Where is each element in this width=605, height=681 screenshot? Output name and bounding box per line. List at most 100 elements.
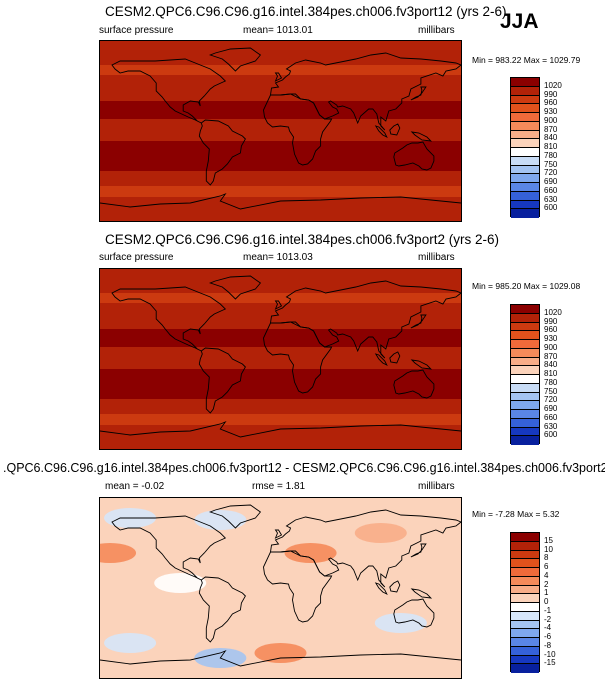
pressure-band	[100, 303, 461, 329]
panel-3-rmse: rmse = 1.81	[252, 481, 306, 492]
difference-patch	[100, 543, 137, 563]
colorbar-segment	[511, 348, 539, 358]
colorbar-tick-label: 960	[544, 98, 558, 108]
colorbar-tick-label: 870	[544, 351, 558, 361]
colorbar-segment	[511, 86, 539, 96]
difference-patch	[354, 523, 407, 543]
coastline	[274, 300, 283, 310]
colorbar-segment	[511, 139, 539, 148]
season-label: JJA	[500, 10, 539, 33]
colorbar-segment	[511, 655, 539, 665]
colorbar-tick-label: 600	[544, 430, 558, 440]
coastline	[274, 529, 283, 539]
colorbar-tick-label: 900	[544, 115, 558, 125]
panel-3-colorbar	[510, 532, 540, 673]
coastline	[269, 280, 461, 359]
colorbar-tick-label: 720	[544, 168, 558, 178]
colorbar-tick-label: 600	[544, 203, 558, 213]
coastline	[274, 72, 283, 82]
coastline	[208, 275, 262, 300]
pressure-band	[100, 293, 461, 303]
pressure-band	[100, 329, 461, 347]
panel-2-variable: surface pressure	[99, 252, 174, 263]
colorbar-tick-label: 960	[544, 325, 558, 335]
colorbar-tick-label: 10	[544, 544, 553, 554]
colorbar-segment	[511, 533, 539, 542]
colorbar-segment	[511, 383, 539, 393]
panel-3-minmax: Min = -7.28 Max = 5.32	[472, 509, 560, 519]
colorbar-segment	[511, 401, 539, 410]
colorbar-tick-label: 750	[544, 159, 558, 169]
colorbar-tick-label: 930	[544, 334, 558, 343]
panel-3-map	[99, 497, 462, 679]
colorbar-segment	[511, 603, 539, 612]
pressure-band	[100, 347, 461, 369]
colorbar-segment	[511, 322, 539, 332]
colorbar-tick-label: 8	[544, 553, 549, 563]
colorbar-segment	[511, 113, 539, 122]
pressure-band	[100, 171, 461, 186]
colorbar-segment	[511, 340, 539, 349]
colorbar-tick-label: 2	[544, 579, 549, 589]
colorbar-segment	[511, 366, 539, 375]
colorbar-tick-label: 1	[544, 588, 549, 598]
colorbar-segment	[511, 130, 539, 140]
panel-1-map	[99, 40, 462, 222]
colorbar-tick-label: 750	[544, 386, 558, 396]
coastline	[389, 351, 401, 364]
pressure-band	[100, 101, 461, 119]
difference-patch	[254, 643, 307, 663]
colorbar-segment	[511, 611, 539, 621]
coastline	[410, 86, 427, 101]
colorbar-segment	[511, 541, 539, 551]
colorbar-tick-label: 0	[544, 597, 549, 606]
colorbar-segment	[511, 594, 539, 603]
coastline	[410, 359, 433, 370]
colorbar-segment	[511, 156, 539, 166]
colorbar-segment	[511, 585, 539, 595]
colorbar-segment	[511, 165, 539, 175]
panel-1-minmax: Min = 983.22 Max = 1029.79	[472, 55, 581, 65]
colorbar-tick-label: 690	[544, 177, 558, 186]
coastline	[410, 131, 433, 142]
colorbar-tick-label: 720	[544, 395, 558, 405]
coastline	[269, 52, 461, 131]
coastline	[389, 580, 401, 593]
difference-patch	[104, 633, 157, 653]
panel-1-units: millibars	[418, 25, 455, 36]
colorbar-segment	[511, 375, 539, 384]
panel-2-title: CESM2.QPC6.C96.C96.g16.intel.384pes.ch00…	[105, 232, 499, 247]
colorbar-segment	[511, 95, 539, 105]
pressure-band	[100, 399, 461, 414]
pressure-band	[100, 186, 461, 197]
colorbar-tick-label: 780	[544, 377, 558, 387]
colorbar-segment	[511, 200, 539, 210]
coastline	[198, 119, 246, 186]
pressure-band	[100, 119, 461, 141]
colorbar-tick-label: 6	[544, 562, 549, 571]
coastline	[198, 347, 246, 414]
colorbar-tick-label: 990	[544, 89, 558, 99]
colorbar-tick-label: 780	[544, 150, 558, 160]
panel-3-mean: mean = -0.02	[105, 481, 165, 492]
colorbar-segment	[511, 418, 539, 428]
panel-2-map-svg	[100, 269, 461, 449]
colorbar-tick-label: -15	[544, 658, 556, 668]
colorbar-tick-label: 660	[544, 412, 558, 422]
coastline	[410, 543, 427, 558]
coastline	[410, 588, 433, 599]
panel-1-variable: surface pressure	[99, 25, 174, 36]
colorbar-tick-label: 690	[544, 404, 558, 413]
colorbar-tick-label: 900	[544, 342, 558, 352]
colorbar-segment	[511, 410, 539, 419]
panel-2-map	[99, 268, 462, 450]
panel-3-map-svg	[100, 498, 461, 678]
colorbar-tick-label: 630	[544, 194, 558, 204]
colorbar-segment	[511, 576, 539, 586]
coastline	[374, 582, 388, 596]
coastline	[111, 58, 227, 124]
coastline	[374, 125, 388, 139]
colorbar-tick-label: 870	[544, 124, 558, 134]
coastline	[269, 509, 461, 588]
colorbar-tick-label: 810	[544, 142, 558, 151]
